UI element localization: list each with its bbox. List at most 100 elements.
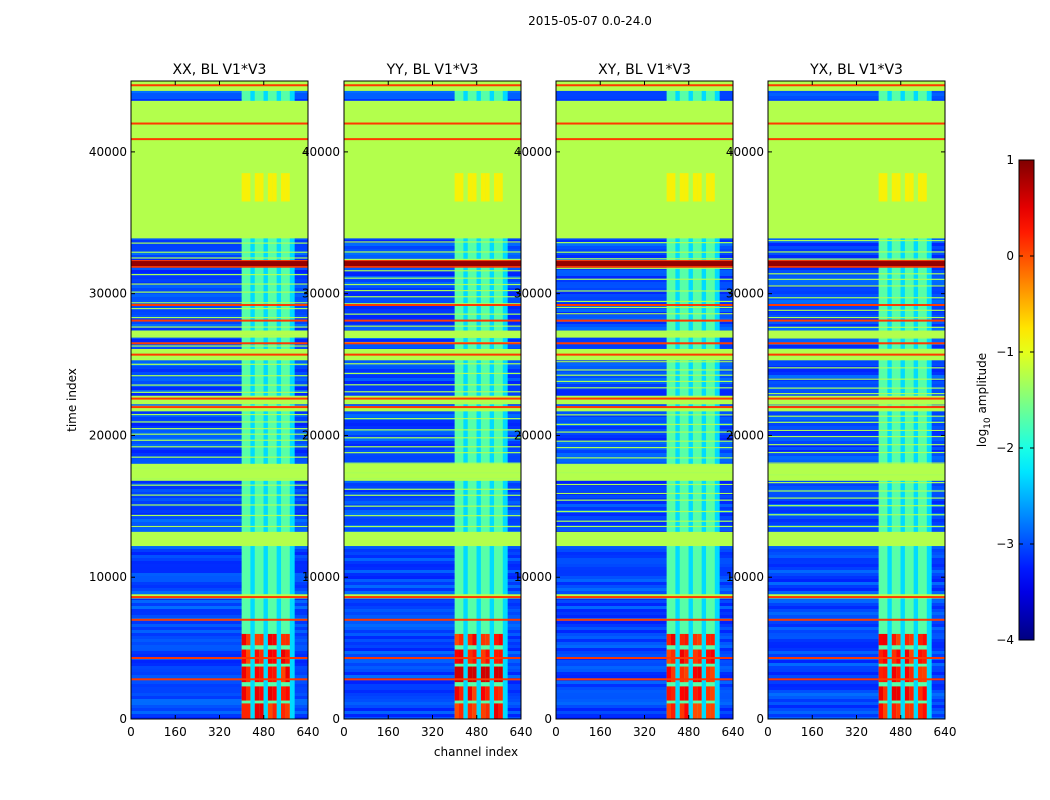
high-amplitude-block (909, 633, 914, 646)
noise-row (768, 297, 945, 300)
stripe-line (131, 334, 308, 337)
noise-row (556, 642, 733, 645)
high-amplitude-block (494, 703, 499, 719)
noise-row (344, 702, 521, 705)
noise-row (556, 504, 733, 507)
stripe-line (131, 251, 308, 253)
noise-row (556, 453, 733, 456)
noise-row (131, 489, 308, 492)
high-amplitude-block (918, 649, 923, 664)
noise-row (344, 519, 521, 522)
y-tick-label: 10000 (302, 570, 340, 584)
panels-layer: XX, BL V1*V3 0 160 320 480 640 0 10000 20000 3000… (89, 62, 957, 739)
noise-row (131, 567, 308, 570)
noise-row (556, 675, 733, 678)
stripe-line (344, 477, 521, 480)
noise-row (131, 300, 308, 303)
noise-row (131, 711, 308, 714)
noise-row (344, 321, 521, 324)
strong-time-line (556, 596, 733, 599)
noise-row (556, 93, 733, 96)
high-amplitude-block (679, 633, 685, 646)
noise-row (556, 564, 733, 567)
noise-row (768, 681, 945, 684)
noise-row (131, 570, 308, 573)
strong-time-line (556, 397, 733, 400)
noise-row (131, 309, 308, 312)
high-amplitude-block (706, 703, 711, 719)
high-amplitude-block (684, 686, 689, 701)
high-amplitude-block (896, 666, 901, 683)
noise-row (344, 93, 521, 96)
high-amplitude-block (666, 666, 672, 683)
noise-row (556, 363, 733, 366)
stripe-line (556, 431, 733, 433)
noise-row (131, 390, 308, 393)
noise-row (556, 621, 733, 624)
noise-row (131, 414, 308, 417)
high-amplitude-block (467, 666, 473, 683)
noise-row (556, 411, 733, 414)
rfi-channel-segment (498, 173, 503, 202)
high-amplitude-block (697, 686, 702, 701)
high-amplitude-block (692, 703, 698, 719)
noise-row (768, 675, 945, 678)
noise-row (556, 648, 733, 651)
noise-row (768, 486, 945, 489)
rfi-channel-segment (706, 173, 711, 202)
high-amplitude-block (472, 649, 477, 664)
colorbar-tick-label: −1 (996, 345, 1014, 359)
noise-row (344, 420, 521, 423)
stripe-line (344, 402, 521, 404)
high-amplitude-block (883, 686, 888, 701)
noise-row (131, 582, 308, 585)
noise-row (556, 345, 733, 348)
noise-row (344, 306, 521, 309)
noise-row (768, 573, 945, 576)
noise-row (556, 615, 733, 618)
y-tick-label: 20000 (302, 428, 340, 442)
noise-row (556, 570, 733, 573)
high-amplitude-block (679, 686, 685, 701)
noise-row (344, 414, 521, 417)
stripe-line (344, 277, 521, 279)
noise-row (344, 270, 521, 273)
y-tick-label: 10000 (726, 570, 764, 584)
noise-row (344, 99, 521, 102)
stripe-line (768, 309, 945, 311)
noise-row (344, 252, 521, 255)
noise-row (768, 90, 945, 93)
high-amplitude-block (281, 649, 286, 664)
noise-row (768, 453, 945, 456)
stripe-line (768, 258, 945, 260)
high-amplitude-block (241, 666, 247, 683)
noise-row (131, 444, 308, 447)
noise-row (556, 498, 733, 501)
stripe-line (556, 464, 733, 466)
noise-row (131, 609, 308, 612)
noise-row (768, 615, 945, 618)
high-amplitude-block (246, 666, 251, 683)
strong-time-line (344, 657, 521, 660)
high-amplitude-block (891, 649, 897, 664)
rfi-channel-segment (697, 173, 702, 202)
colorbar-label-tail: amplitude (975, 353, 989, 417)
noise-row (768, 312, 945, 315)
noise-row (556, 378, 733, 381)
noise-row (344, 675, 521, 678)
noise-row (768, 705, 945, 708)
noise-row (556, 366, 733, 369)
noise-row (344, 96, 521, 99)
noise-row (768, 627, 945, 630)
strong-time-line (768, 265, 945, 268)
noise-row (131, 288, 308, 291)
noise-row (768, 372, 945, 375)
noise-row (768, 282, 945, 285)
high-amplitude-block (285, 633, 290, 646)
noise-row (768, 684, 945, 687)
noise-row (556, 387, 733, 390)
strong-time-line (344, 304, 521, 307)
noise-row (344, 690, 521, 693)
noise-row (768, 639, 945, 642)
heatmap-image (768, 81, 945, 719)
